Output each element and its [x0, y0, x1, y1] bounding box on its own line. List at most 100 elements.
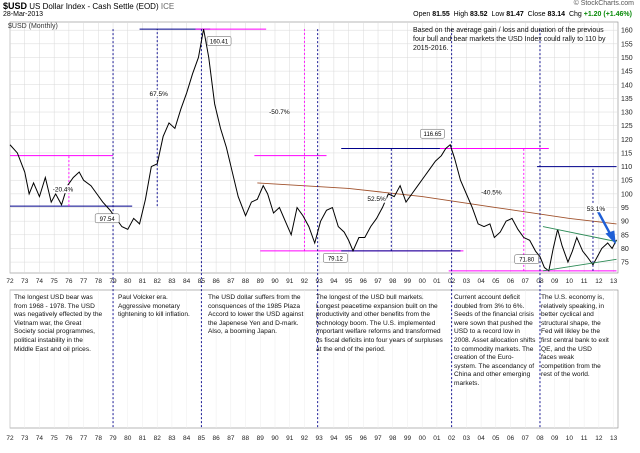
- x-tick-label: 12: [595, 278, 603, 285]
- exchange: ICE: [160, 2, 175, 11]
- x-tick-label-bottom: 91: [286, 435, 294, 442]
- symbol: $USD: [3, 1, 28, 11]
- y-tick-label: 155: [621, 41, 633, 48]
- value-label: 97.54: [100, 217, 116, 223]
- y-tick-label: 115: [621, 150, 632, 157]
- y-tick-label: 110: [621, 164, 632, 171]
- value-label: 79.12: [328, 256, 344, 262]
- y-tick-label: 135: [621, 96, 633, 103]
- x-tick-label: 94: [330, 278, 338, 285]
- percent-label: -20.4%: [53, 187, 74, 194]
- x-tick-label: 98: [389, 278, 397, 285]
- y-tick-label: 95: [621, 205, 629, 212]
- x-tick-label: 80: [124, 278, 132, 285]
- note-bull-market: The longest of the USD bull markets. Lon…: [316, 294, 443, 353]
- y-tick-label: 100: [621, 191, 633, 198]
- x-tick-label: 87: [227, 278, 235, 285]
- symbol-name: US Dollar Index - Cash Settle (EOD): [29, 2, 159, 11]
- x-tick-label: 82: [154, 278, 162, 285]
- x-tick-label: 07: [522, 278, 530, 285]
- x-tick-label: 09: [551, 278, 559, 285]
- value-label: 160.41: [210, 39, 229, 45]
- x-tick-label-bottom: 75: [51, 435, 59, 442]
- x-tick-label: 76: [65, 278, 73, 285]
- moving-average-line: [257, 182, 617, 225]
- percent-label-bg: [585, 204, 606, 213]
- percent-label: -40.5%: [481, 189, 502, 196]
- high-label: High: [453, 11, 469, 18]
- x-tick-label-bottom: 73: [21, 435, 29, 442]
- notes-panel: [9, 289, 619, 429]
- x-tick-label-bottom: 84: [183, 435, 191, 442]
- x-tick-label: 89: [257, 278, 265, 285]
- x-tick-label-bottom: 86: [212, 435, 220, 442]
- forecast-arrow-head: [605, 230, 616, 245]
- panel-label: $USD (Monthly): [8, 23, 58, 30]
- value-label-box: [94, 213, 120, 224]
- x-tick-label-bottom: 06: [507, 435, 515, 442]
- x-tick-label-bottom: 94: [330, 435, 338, 442]
- x-tick-label-bottom: 09: [551, 435, 559, 442]
- note-bear-2002: Current account deficit doubled from 3% …: [454, 294, 536, 387]
- x-tick-label-bottom: 10: [566, 435, 574, 442]
- change-label: Chg: [568, 11, 582, 18]
- note-volcker: Paul Volcker era. Aggressive monetary ti…: [118, 294, 190, 319]
- value-label: 116.65: [424, 132, 443, 138]
- percent-label-bg: [269, 107, 290, 116]
- x-tick-label: 99: [404, 278, 412, 285]
- y-tick-label: 80: [621, 246, 629, 253]
- x-tick-label-bottom: 02: [448, 435, 456, 442]
- x-tick-label: 00: [419, 278, 427, 285]
- x-tick-label: 97: [374, 278, 382, 285]
- x-tick-label-bottom: 12: [595, 435, 603, 442]
- x-tick-label: 05: [492, 278, 500, 285]
- ohlc-readout: Open 81.55 High 83.52 Low 81.47 Close 83…: [413, 11, 632, 18]
- x-tick-label-bottom: 96: [360, 435, 368, 442]
- percent-label: 67.5%: [149, 91, 168, 98]
- high-value: 83.52: [470, 11, 488, 18]
- change-value: +1.20 (+1.46%): [583, 11, 632, 18]
- x-tick-label-bottom: 80: [124, 435, 132, 442]
- percent-label-bg: [481, 187, 502, 196]
- x-tick-label-bottom: 93: [316, 435, 324, 442]
- value-label: 71.80: [519, 258, 535, 264]
- x-tick-label: 81: [139, 278, 147, 285]
- x-tick-label: 04: [477, 278, 485, 285]
- x-tick-label: 91: [286, 278, 294, 285]
- x-tick-label: 95: [345, 278, 353, 285]
- x-tick-label-bottom: 05: [492, 435, 500, 442]
- y-tick-label: 75: [621, 260, 629, 267]
- percent-label-bg: [366, 194, 387, 203]
- y-tick-label: 150: [621, 55, 633, 62]
- x-tick-label: 78: [95, 278, 103, 285]
- y-tick-label: 90: [621, 219, 629, 226]
- y-tick-label: 105: [621, 178, 633, 185]
- x-tick-label: 74: [36, 278, 44, 285]
- value-label-box: [323, 253, 348, 263]
- x-tick-label: 03: [463, 278, 471, 285]
- close-label: Close: [527, 11, 546, 18]
- x-tick-label: 01: [433, 278, 441, 285]
- x-tick-label: 11: [581, 278, 588, 285]
- x-tick-label-bottom: 76: [65, 435, 73, 442]
- open-value: 81.55: [432, 11, 450, 18]
- x-tick-label-bottom: 83: [168, 435, 176, 442]
- x-tick-label: 75: [51, 278, 59, 285]
- note-1968-1978: The longest USD bear was from 1968 - 197…: [14, 294, 103, 353]
- y-tick-label: 160: [621, 28, 633, 35]
- x-tick-label: 84: [183, 278, 191, 285]
- x-tick-label-bottom: 85: [198, 435, 206, 442]
- price-panel: [9, 21, 619, 274]
- note-current: The U.S. economy is, relatively speaking…: [541, 294, 609, 379]
- low-label: Low: [491, 11, 505, 18]
- x-tick-label-bottom: 77: [80, 435, 88, 442]
- y-tick-label: 85: [621, 232, 629, 239]
- x-tick-label-bottom: 13: [610, 435, 618, 442]
- x-tick-label-bottom: 92: [301, 435, 309, 442]
- x-tick-label: 06: [507, 278, 515, 285]
- x-tick-label-bottom: 99: [404, 435, 412, 442]
- x-tick-label-bottom: 72: [6, 435, 14, 442]
- x-tick-label-bottom: 82: [154, 435, 162, 442]
- x-tick-label: 72: [6, 278, 14, 285]
- x-tick-label: 83: [168, 278, 176, 285]
